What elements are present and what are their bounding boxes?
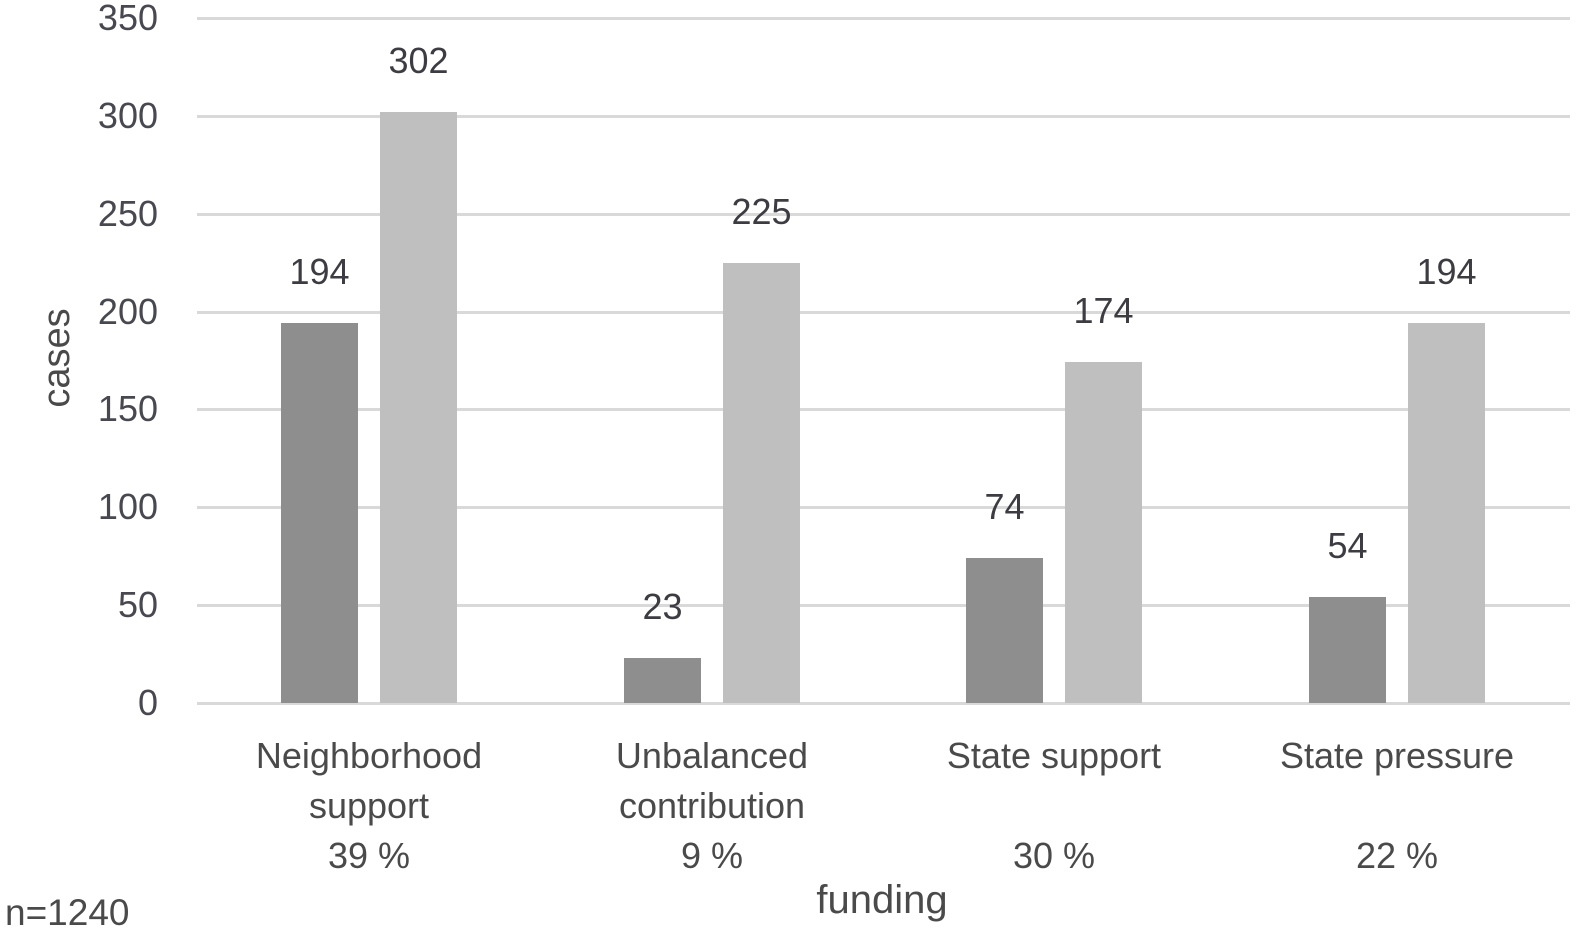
category-name-line: contribution <box>618 785 806 826</box>
y-tick-label-350: 350 <box>97 0 158 38</box>
category-name-line: State support <box>946 735 1162 776</box>
category-name-line: Unbalanced <box>615 735 809 776</box>
y-tick-label-50: 50 <box>117 584 158 626</box>
sample-size-note: n=1240 <box>5 892 130 933</box>
y-tick-label-200: 200 <box>97 290 158 332</box>
y-tick-label-0: 0 <box>137 682 158 723</box>
gridline-0 <box>197 702 1570 705</box>
bar-value-label: 194 <box>289 251 350 293</box>
bar-dark-0 <box>281 323 358 703</box>
category-name-line: Neighborhood <box>255 735 483 776</box>
bar-dark-1 <box>624 657 701 703</box>
bar-light-0 <box>380 111 457 703</box>
y-tick-label-100: 100 <box>97 486 158 528</box>
category-percent-label: 9 % <box>680 835 744 876</box>
category-name-line <box>1207 781 1576 831</box>
bar-value-label: 174 <box>1073 290 1134 332</box>
gridline-350 <box>197 17 1570 20</box>
gridline-150 <box>197 408 1570 412</box>
x-category-label-3: State pressure 22 % <box>1207 731 1576 881</box>
bar-value-label: 302 <box>388 39 449 81</box>
x-axis-title: funding <box>816 878 948 922</box>
gridline-250 <box>197 212 1570 216</box>
bar-value-label: 54 <box>1327 525 1368 567</box>
category-name-line: support <box>308 785 430 826</box>
y-tick-label-300: 300 <box>97 94 158 136</box>
category-percent-label: 22 % <box>1355 835 1439 876</box>
x-category-label-1: Unbalanced contribution 9 % <box>522 731 902 881</box>
gridline-300 <box>197 114 1570 118</box>
x-category-label-2: State support 30 % <box>864 731 1244 881</box>
y-axis-title: cases <box>36 308 78 408</box>
bar-dark-3 <box>1309 597 1386 703</box>
bar-light-2 <box>1065 362 1142 703</box>
category-name-line: State pressure <box>1279 735 1515 776</box>
bar-value-label: 74 <box>984 486 1025 528</box>
category-percent-label: 39 % <box>327 835 411 876</box>
category-name-line <box>864 781 1244 831</box>
bar-value-label: 194 <box>1416 251 1477 293</box>
bar-light-3 <box>1408 323 1485 703</box>
bar-dark-2 <box>966 558 1043 703</box>
gridline-50 <box>197 604 1570 608</box>
y-tick-label-250: 250 <box>97 192 158 234</box>
x-category-label-0: Neighborhood support 39 % <box>179 731 559 881</box>
bar-value-label: 23 <box>642 585 683 627</box>
bar-value-label: 225 <box>731 190 792 232</box>
gridline-200 <box>197 310 1570 314</box>
y-tick-label-150: 150 <box>97 388 158 430</box>
bar-light-1 <box>723 262 800 703</box>
gridline-100 <box>197 506 1570 510</box>
category-percent-label: 30 % <box>1012 835 1096 876</box>
